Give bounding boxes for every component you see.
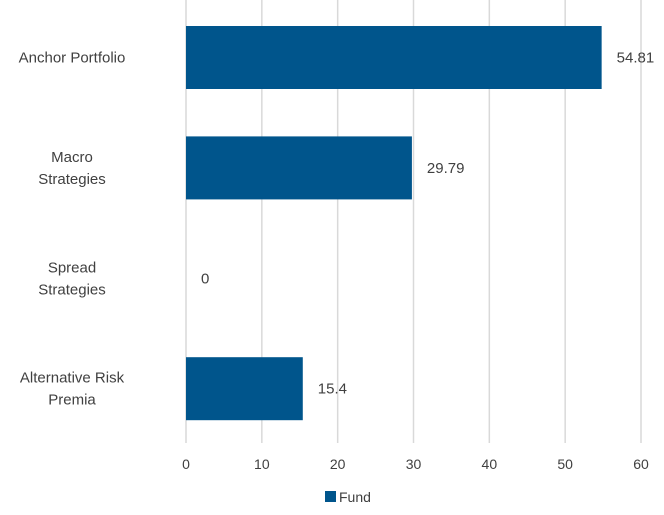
data-labels: 54.81 29.79 0 15.4 [201,50,654,398]
bar-0 [186,26,602,89]
data-label-0: 54.81 [617,50,655,67]
x-tick-60: 60 [633,456,649,472]
x-axis-ticks: 0 10 20 30 40 50 60 [182,456,649,472]
data-label-1: 29.79 [427,160,465,177]
category-label-3: Alternative Risk Premia [20,370,125,409]
data-label-2: 0 [201,270,209,287]
legend-label: Fund [339,489,371,505]
x-tick-40: 40 [482,456,498,472]
category-label-1: Macro Strategies [38,149,106,188]
x-tick-20: 20 [330,456,346,472]
category-label-2: Spread Strategies [38,259,106,298]
category-label-0: Anchor Portfolio [19,50,126,67]
legend: Fund [325,489,371,505]
data-label-3: 15.4 [318,381,347,398]
x-tick-10: 10 [254,456,270,472]
category-labels: Anchor Portfolio Macro Strategies Spread Str… [19,50,126,409]
x-tick-50: 50 [557,456,573,472]
legend-swatch [325,491,336,502]
bar-1 [186,136,412,200]
x-tick-30: 30 [406,456,422,472]
x-tick-0: 0 [182,456,190,472]
bars [186,26,602,421]
bar-3 [186,357,303,421]
